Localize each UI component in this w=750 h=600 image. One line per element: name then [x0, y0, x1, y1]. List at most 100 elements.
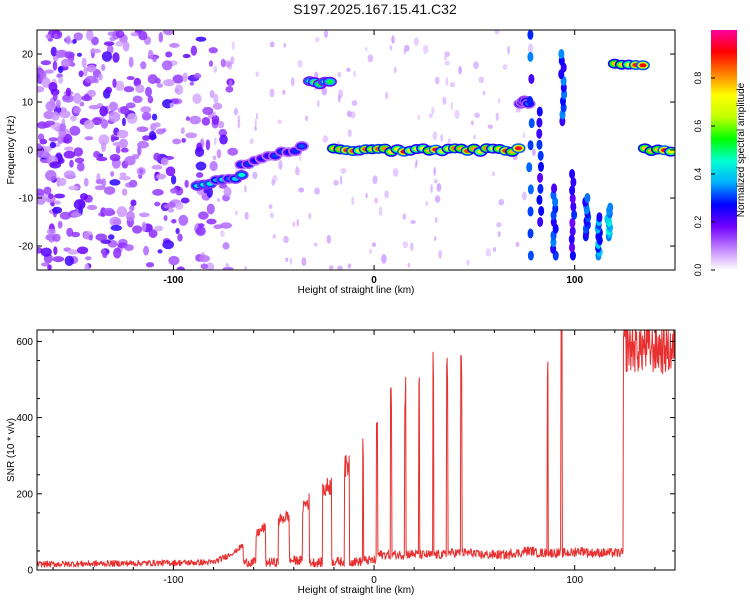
noise-blob: [53, 246, 58, 255]
noise-blob: [98, 134, 110, 146]
noise-blob: [142, 135, 151, 141]
spectrogram-area: [37, 30, 675, 270]
noise-blob: [43, 186, 52, 195]
noise-blob: [203, 188, 209, 194]
noise-blob: [81, 57, 87, 68]
noise-blob: [498, 198, 505, 206]
noise-blob: [434, 195, 441, 203]
noise-blob: [473, 134, 476, 140]
noise-blob: [103, 41, 115, 46]
noise-blob: [86, 204, 98, 211]
noise-blob: [410, 242, 414, 252]
noise-blob: [59, 123, 67, 132]
noise-blob: [292, 221, 296, 228]
spectral-streak: [607, 202, 614, 213]
noise-blob: [63, 51, 75, 59]
spectral-streak: [537, 217, 544, 227]
noise-blob: [206, 218, 217, 225]
noise-blob: [285, 257, 289, 262]
noise-blob: [213, 137, 217, 146]
noise-blob: [118, 138, 128, 149]
noise-blob: [522, 131, 526, 139]
noise-blob: [254, 126, 257, 131]
spectral-streak: [527, 140, 534, 151]
noise-blob: [328, 265, 334, 270]
noise-blob: [252, 171, 258, 180]
noise-blob: [175, 228, 180, 235]
figure-title: S197.2025.167.15.41.C32: [293, 1, 457, 17]
spectral-streak: [526, 162, 533, 173]
y-tick-label: 600: [16, 337, 33, 348]
noise-blob: [115, 40, 124, 47]
noise-blob: [77, 246, 89, 255]
spectral-peak-core: [298, 144, 306, 149]
noise-blob: [141, 111, 152, 121]
noise-blob: [466, 259, 470, 266]
noise-blob: [182, 72, 188, 83]
noise-blob: [107, 234, 115, 240]
noise-blob: [195, 36, 207, 42]
noise-blob: [169, 43, 180, 48]
noise-blob: [442, 96, 447, 105]
noise-blob: [438, 249, 443, 259]
noise-blob: [112, 52, 120, 63]
noise-blob: [449, 82, 455, 88]
noise-blob: [57, 220, 63, 229]
noise-blob: [522, 191, 527, 201]
noise-blob: [73, 32, 83, 41]
noise-blob: [371, 242, 376, 247]
noise-blob: [458, 66, 462, 75]
noise-blob: [216, 198, 221, 203]
snr-series-line: [37, 330, 675, 568]
noise-blob: [163, 204, 170, 209]
noise-blob: [425, 200, 429, 207]
noise-blob: [365, 192, 368, 199]
noise-blob: [294, 167, 301, 176]
noise-blob: [365, 47, 368, 52]
noise-blob: [208, 47, 218, 54]
noise-blob: [143, 245, 150, 256]
y-tick-label: 20: [22, 50, 34, 61]
noise-blob: [494, 30, 500, 35]
noise-blob: [219, 229, 225, 237]
noise-blob: [209, 160, 218, 172]
x-tick-label: -100: [163, 575, 183, 586]
noise-blob: [63, 150, 76, 159]
noise-blob: [117, 129, 129, 139]
noise-blob: [52, 256, 65, 263]
noise-blob: [153, 152, 161, 161]
noise-blob: [423, 44, 429, 55]
noise-blob: [88, 234, 93, 241]
noise-blob: [212, 111, 217, 118]
spectral-streak: [551, 183, 558, 194]
noise-blob: [69, 159, 74, 168]
y-tick-label: 0: [27, 146, 33, 157]
noise-blob: [131, 154, 140, 160]
spectral-streak: [528, 73, 535, 84]
noise-blob: [172, 74, 184, 84]
noise-blob: [178, 214, 189, 226]
noise-blob: [269, 41, 275, 48]
noise-blob: [515, 241, 520, 248]
noise-blob: [138, 30, 148, 41]
noise-blob: [67, 249, 79, 255]
noise-blob: [444, 51, 451, 58]
noise-blob: [219, 134, 228, 145]
noise-blob: [177, 233, 183, 242]
noise-blob: [66, 228, 73, 238]
noise-blob: [515, 108, 521, 113]
noise-blob: [168, 255, 180, 266]
noise-blob: [121, 188, 128, 196]
noise-blob: [507, 45, 510, 55]
noise-blob: [148, 130, 157, 141]
noise-blob: [218, 183, 228, 189]
snr-plot-area: [37, 330, 675, 568]
noise-blob: [63, 170, 76, 180]
y-axis-label: Frequency (Hz): [6, 116, 17, 185]
noise-blob: [138, 212, 150, 218]
noise-blob: [174, 84, 184, 95]
noise-blob: [434, 217, 438, 224]
spectral-streak: [537, 183, 544, 194]
noise-blob: [167, 201, 176, 209]
noise-blob: [337, 265, 343, 270]
